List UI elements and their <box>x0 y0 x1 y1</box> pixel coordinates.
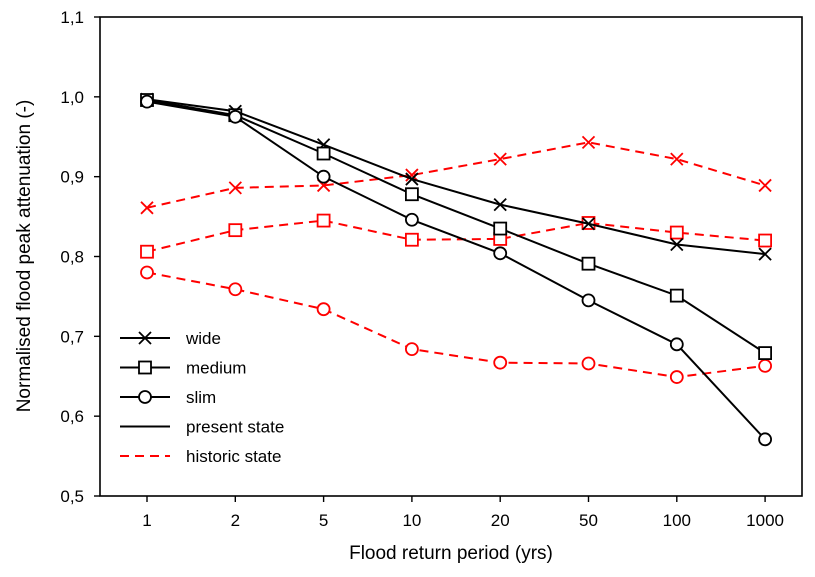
data-point <box>404 212 419 227</box>
y-tick-label: 1,0 <box>60 88 84 107</box>
x-tick-label: 100 <box>663 511 691 530</box>
data-point <box>581 217 596 231</box>
y-tick-label: 0,9 <box>60 168 84 187</box>
x-tick-label: 2 <box>231 511 240 530</box>
series-line <box>146 98 766 256</box>
legend-label: wide <box>185 329 221 348</box>
y-tick-label: 0,5 <box>60 487 84 506</box>
x-tick-label: 50 <box>579 511 598 530</box>
legend-item-1: medium <box>120 359 246 378</box>
data-point <box>581 135 596 149</box>
legend-label: medium <box>186 359 246 378</box>
y-tick-label: 0,6 <box>60 407 84 426</box>
legend-item-0: wide <box>120 329 221 348</box>
legend-label: present state <box>186 418 284 437</box>
y-axis-title: Normalised flood peak attenuation (-) <box>14 100 35 413</box>
data-point <box>405 172 419 186</box>
data-point <box>581 293 596 308</box>
y-tick-label: 0,8 <box>60 248 84 267</box>
x-axis-title: Flood return period (yrs) <box>349 543 553 564</box>
data-point <box>493 246 508 261</box>
series-medium-historic <box>140 213 772 259</box>
data-point <box>581 256 596 271</box>
data-point <box>316 302 331 317</box>
legend-item-4: historic state <box>120 447 281 466</box>
data-point <box>316 146 331 161</box>
legend-label: slim <box>186 388 216 407</box>
data-point <box>669 225 684 240</box>
data-point <box>758 178 772 193</box>
data-point <box>404 232 419 247</box>
data-point <box>228 109 243 124</box>
legend: wide medium slim present state historic stat… <box>120 329 284 466</box>
series-line <box>146 100 766 440</box>
legend-marker <box>138 360 152 375</box>
series-layer <box>140 92 772 447</box>
data-point <box>493 221 508 236</box>
data-point <box>493 197 507 212</box>
series-line <box>146 219 766 253</box>
x-tick-label: 10 <box>402 511 421 530</box>
series-slim-historic <box>140 265 772 384</box>
data-point <box>404 342 419 357</box>
series-line <box>146 99 766 354</box>
data-point <box>669 337 684 352</box>
legend-item-2: slim <box>120 388 216 407</box>
data-point <box>140 94 154 109</box>
series-line <box>146 271 766 379</box>
data-point <box>140 201 154 215</box>
data-point <box>758 233 772 248</box>
data-point <box>758 247 772 261</box>
data-point <box>758 346 772 360</box>
data-point <box>581 356 596 371</box>
x-axis: 1 2 5 10 20 50 100 1000 <box>142 496 784 530</box>
data-point <box>228 282 243 297</box>
data-point <box>405 168 419 182</box>
series-line <box>146 141 766 209</box>
data-point <box>140 265 154 280</box>
data-point <box>670 237 684 252</box>
y-tick-label: 0,7 <box>60 327 84 346</box>
x-tick-label: 1 <box>142 511 151 530</box>
data-point <box>669 370 684 384</box>
data-point <box>228 223 243 238</box>
data-point <box>404 187 419 202</box>
legend-item-3: present state <box>120 418 284 437</box>
data-point <box>758 432 772 447</box>
data-point <box>493 355 508 370</box>
y-axis: 0,5 0,6 0,7 0,8 0,9 1,0 1,1 <box>60 8 100 506</box>
x-tick-label: 5 <box>319 511 328 530</box>
series-slim-present <box>140 94 772 447</box>
x-tick-label: 1000 <box>746 511 784 530</box>
data-point <box>669 288 684 303</box>
series-wide-historic <box>140 135 772 215</box>
data-point <box>316 169 331 184</box>
data-point <box>316 213 331 228</box>
data-point <box>228 181 242 195</box>
data-point <box>758 358 772 373</box>
x-tick-label: 20 <box>491 511 510 530</box>
data-point <box>493 152 507 166</box>
legend-marker <box>138 390 152 404</box>
y-tick-label: 1,1 <box>60 8 84 27</box>
legend-marker <box>138 331 152 345</box>
data-point <box>670 152 684 166</box>
legend-label: historic state <box>186 447 281 466</box>
data-point <box>140 244 154 259</box>
